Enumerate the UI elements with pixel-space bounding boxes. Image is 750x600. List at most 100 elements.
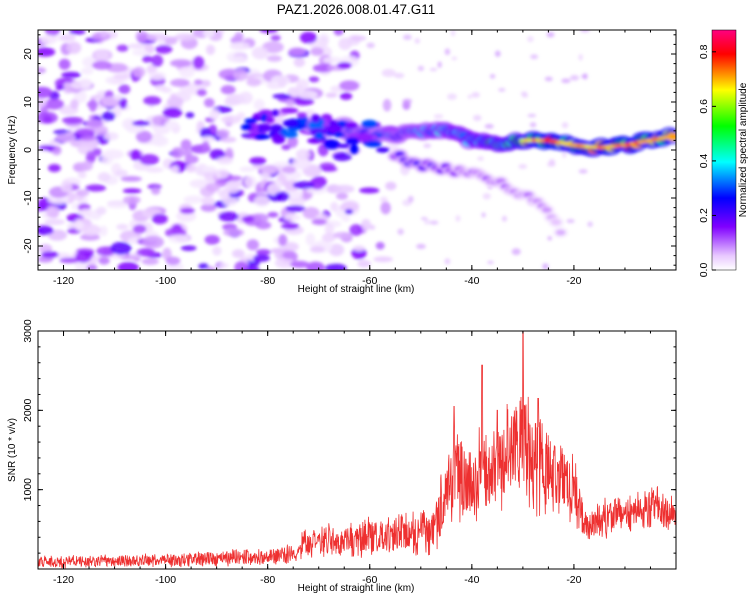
noise-blob [45, 205, 60, 218]
noise-blob [288, 47, 306, 56]
noise-blob [234, 32, 244, 41]
noise-blob [330, 201, 339, 212]
noise-blob [98, 256, 110, 265]
noise-blob [518, 164, 528, 169]
noise-blob [118, 84, 131, 94]
noise-blob [341, 215, 351, 222]
noise-blob [253, 254, 270, 262]
noise-blob [447, 93, 457, 100]
noise-blob [170, 59, 192, 68]
spectrogram-x-axis: -120 -100 -80 -60 -40 -20 [37, 30, 677, 287]
noise-blob [81, 160, 93, 171]
main-signal-blob [314, 131, 324, 140]
branch-blob [555, 229, 566, 236]
noise-blob [423, 219, 431, 225]
noise-blob [38, 67, 47, 74]
noise-blob [202, 165, 217, 173]
noise-blob [166, 96, 184, 108]
y-tick-label: 10 [22, 96, 34, 108]
noise-blob [59, 34, 76, 42]
noise-blob [153, 125, 171, 135]
noise-blob [130, 149, 142, 161]
noise-blob [580, 30, 590, 33]
noise-blob [511, 248, 521, 256]
noise-blob [357, 259, 371, 268]
noise-blob [255, 249, 272, 256]
noise-blob [60, 180, 73, 193]
noise-blob [86, 119, 103, 129]
main-signal-blob [255, 134, 271, 140]
colorbar-tick-label: 0.6 [698, 99, 710, 114]
noise-blob [61, 116, 84, 124]
noise-blob [250, 213, 269, 223]
noise-blob [135, 130, 153, 143]
noise-blob [352, 244, 366, 252]
noise-blob [339, 80, 360, 92]
noise-blob [192, 56, 205, 70]
noise-blob [201, 136, 215, 143]
noise-blob [487, 260, 494, 265]
noise-blob [333, 30, 344, 36]
noise-blob [281, 144, 291, 151]
noise-blob [100, 30, 109, 38]
noise-blob [136, 248, 156, 257]
noise-blob [183, 195, 204, 204]
noise-blob [423, 143, 432, 149]
noise-blob [223, 228, 245, 237]
noise-blob [385, 181, 397, 191]
noise-blob [381, 68, 396, 78]
noise-blob [311, 218, 327, 225]
main-signal-blob [324, 139, 340, 150]
noise-blob [520, 91, 528, 96]
noise-blob [359, 187, 380, 194]
noise-blob [55, 133, 76, 143]
noise-blob [224, 98, 240, 106]
noise-blob [259, 30, 278, 34]
noise-blob [369, 224, 376, 230]
branch-blob [541, 206, 552, 213]
colorbar: 0.0 0.2 0.4 0.6 0.8 Normalized spectral ampl… [698, 29, 749, 277]
noise-blob [94, 50, 110, 61]
noise-blob [246, 239, 260, 251]
noise-blob [407, 195, 414, 203]
noise-blob [350, 35, 367, 42]
noise-blob [321, 233, 336, 243]
noise-blob [109, 78, 124, 85]
main-signal-blob [350, 144, 359, 155]
x-tick-label: -60 [362, 574, 377, 586]
snr-panel: -120 -100 -80 -60 -40 -20 1000 2000 3000 Height… [7, 319, 677, 594]
noise-blob [339, 203, 359, 212]
noise-blob [277, 76, 287, 88]
noise-blob [119, 97, 128, 109]
noise-blob [323, 56, 343, 64]
noise-blob [238, 91, 253, 105]
noise-blob [321, 166, 338, 172]
noise-blob [402, 98, 413, 104]
noise-blob [154, 84, 167, 91]
noise-blob [145, 166, 164, 173]
noise-blob [38, 226, 54, 235]
noise-blob [218, 211, 239, 222]
noise-blob [282, 165, 297, 174]
y-tick-label: 20 [22, 48, 34, 60]
noise-blob [561, 122, 569, 129]
main-signal-blob [244, 118, 258, 124]
noise-blob [339, 92, 353, 101]
noise-blob [437, 61, 442, 69]
noise-blob [85, 184, 107, 192]
noise-blob [85, 150, 96, 164]
y-tick-label: 2000 [22, 398, 34, 422]
noise-blob [333, 184, 355, 194]
noise-blob [205, 182, 221, 192]
noise-blob [180, 139, 192, 151]
spectrogram-y-axis: -20 -10 0 10 20 [22, 34, 676, 266]
noise-blob [529, 122, 537, 128]
noise-blob [73, 90, 87, 104]
main-signal-blob [375, 147, 390, 153]
noise-blob [455, 215, 461, 222]
noise-blob [494, 50, 501, 57]
noise-blob [193, 79, 203, 86]
main-signal-blob [280, 107, 299, 114]
noise-blob [116, 223, 129, 231]
main-signal-blob [336, 143, 350, 149]
